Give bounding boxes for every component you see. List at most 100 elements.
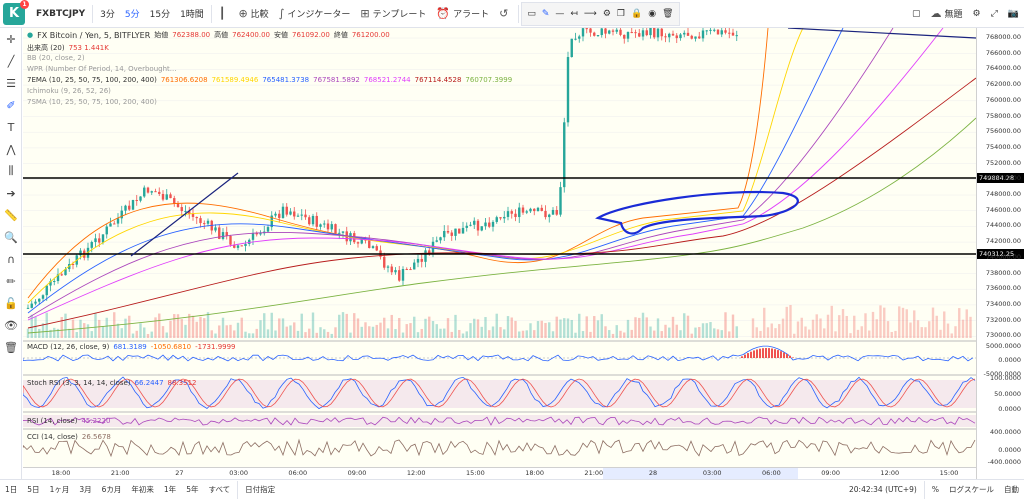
hide-drawings-icon[interactable]: 👁 [4, 318, 18, 332]
candle-body [458, 228, 461, 234]
volume-bar [611, 333, 615, 338]
time-axis[interactable]: 18:00 21:00 27 03:00 06:00 09:00 12:00 15:00 18:… [23, 467, 976, 479]
volume-bar [589, 331, 592, 338]
candle-body [259, 233, 262, 235]
candle-body [566, 57, 570, 123]
candle-body [371, 246, 375, 248]
volume-bar [518, 331, 521, 338]
select-icon[interactable]: ▭ [527, 8, 536, 19]
volume-bar [720, 330, 723, 338]
log-scale-toggle[interactable]: ログスケール [949, 485, 994, 494]
arrow-icon[interactable]: ⟶ [583, 8, 597, 19]
compare-button[interactable]: ⊕ 比較 [238, 7, 269, 20]
candle-body [728, 32, 731, 34]
interval-1h[interactable]: 1時間 [180, 10, 204, 20]
price-axis[interactable]: 749884.28 740312.25 5000.0000 0.0000 -50… [976, 28, 1024, 479]
volume-bar [830, 305, 833, 338]
candle-body [248, 239, 251, 244]
candle-body [563, 122, 566, 188]
candle-body [480, 226, 483, 231]
eye-icon[interactable]: ◉ [648, 8, 657, 19]
range-ytd[interactable]: 年初来 [131, 485, 154, 494]
candle-body [705, 30, 708, 32]
stay-drawing-icon[interactable]: ✏ [6, 274, 16, 288]
volume-bar [180, 319, 183, 338]
candle-body [90, 242, 93, 248]
range-5d[interactable]: 5日 [27, 485, 40, 494]
line-style-icon[interactable]: — [555, 8, 565, 19]
volume-bar [928, 321, 931, 338]
alert-button[interactable]: ⏰ アラート [436, 7, 490, 20]
fib-icon[interactable]: ☰ [6, 76, 16, 90]
ruler-icon[interactable]: 📏 [4, 208, 18, 222]
interval-15m[interactable]: 15分 [149, 10, 171, 20]
candle-body [150, 191, 153, 193]
ema-legend: 7EMA (10, 25, 50, 75, 100, 200, 400) 761… [27, 76, 513, 84]
candle-body [469, 224, 472, 226]
clone-icon[interactable]: ❐ [616, 8, 625, 19]
zoom-icon[interactable]: 🔍 [4, 230, 18, 244]
indicators-button[interactable]: ∫ インジケーター [278, 7, 351, 20]
trendline-icon[interactable]: ╱ [7, 54, 15, 68]
volume-bar [503, 329, 506, 338]
settings-button[interactable]: ⚙ [968, 0, 986, 28]
pattern-icon[interactable]: ⋀ [6, 142, 16, 156]
template-button[interactable]: ⊞ テンプレート [360, 7, 427, 20]
cursor-arrow-icon[interactable]: ➔ [6, 186, 16, 200]
volume-bar [660, 331, 663, 338]
range-5y[interactable]: 5年 [186, 485, 199, 494]
range-1m[interactable]: 1ヶ月 [49, 485, 70, 494]
chart-area[interactable]: ● FX Bitcoin / Yen, 5, BITFLYER 始値 762388… [23, 28, 976, 479]
range-1y[interactable]: 1年 [163, 485, 177, 494]
volume-bar [604, 326, 607, 338]
symbol-search[interactable]: FXBTCJPY [36, 8, 86, 19]
goto-date[interactable]: 日付指定 [245, 485, 276, 494]
volume-bar [905, 309, 908, 338]
price-tick-label: 734000.00 [985, 299, 1021, 308]
volume-bar [386, 328, 390, 338]
remove-drawings-icon[interactable]: 🗑 [4, 340, 18, 354]
interval-5m[interactable]: 5分 [124, 10, 140, 20]
candle-body [251, 233, 255, 240]
layout-save[interactable]: ☁ 無題 [930, 7, 963, 20]
macd-histogram-bar [759, 348, 761, 358]
lock-drawings-icon[interactable]: 🔓 [4, 296, 18, 310]
text-icon[interactable]: T [7, 120, 15, 134]
candle-body [585, 28, 588, 30]
lock-icon[interactable]: 🔒 [630, 8, 643, 19]
fullscreen-toggle[interactable]: ▢ [911, 8, 921, 19]
auto-scale-toggle[interactable]: 自動 [1004, 485, 1019, 494]
range-all[interactable]: すべて [208, 485, 231, 494]
volume-bar [278, 318, 281, 338]
line-end-icon[interactable]: ↤ [570, 8, 578, 19]
settings-icon[interactable]: ⚙ [602, 8, 611, 19]
range-6m[interactable]: 6カ月 [101, 485, 122, 494]
prediction-icon[interactable]: ⫼ [8, 164, 14, 177]
price-tick-label: 768000.00 [985, 33, 1021, 41]
range-3m[interactable]: 3月 [79, 485, 92, 494]
snapshot-button[interactable]: 📷 [1003, 0, 1024, 28]
volume-bar [781, 318, 785, 338]
magnet-icon[interactable]: ∩ [6, 252, 16, 266]
replay-button[interactable]: ↺ [494, 0, 516, 28]
candle-body [45, 285, 48, 296]
candle-body [158, 191, 161, 194]
candle-body [334, 224, 337, 234]
candle-body [26, 307, 30, 309]
price-chart[interactable] [23, 28, 976, 467]
range-1d[interactable]: 1日 [5, 485, 18, 494]
volume-bar [285, 326, 288, 338]
percent-toggle[interactable]: % [931, 485, 939, 494]
fullscreen-button[interactable]: ⤢ [986, 0, 1003, 28]
crosshair-icon[interactable]: ✛ [6, 32, 16, 46]
candle-body [304, 214, 307, 218]
volume-bar [473, 318, 476, 338]
trash-icon[interactable]: 🗑 [662, 8, 674, 19]
brush-icon[interactable]: ✐ [6, 98, 16, 112]
pen-icon[interactable]: ✎ [541, 8, 550, 19]
volume-bar [751, 318, 755, 338]
volume-bar [894, 330, 897, 338]
interval-3m[interactable]: 3分 [100, 10, 115, 20]
chart-style-button[interactable]: ┃ [214, 0, 234, 28]
